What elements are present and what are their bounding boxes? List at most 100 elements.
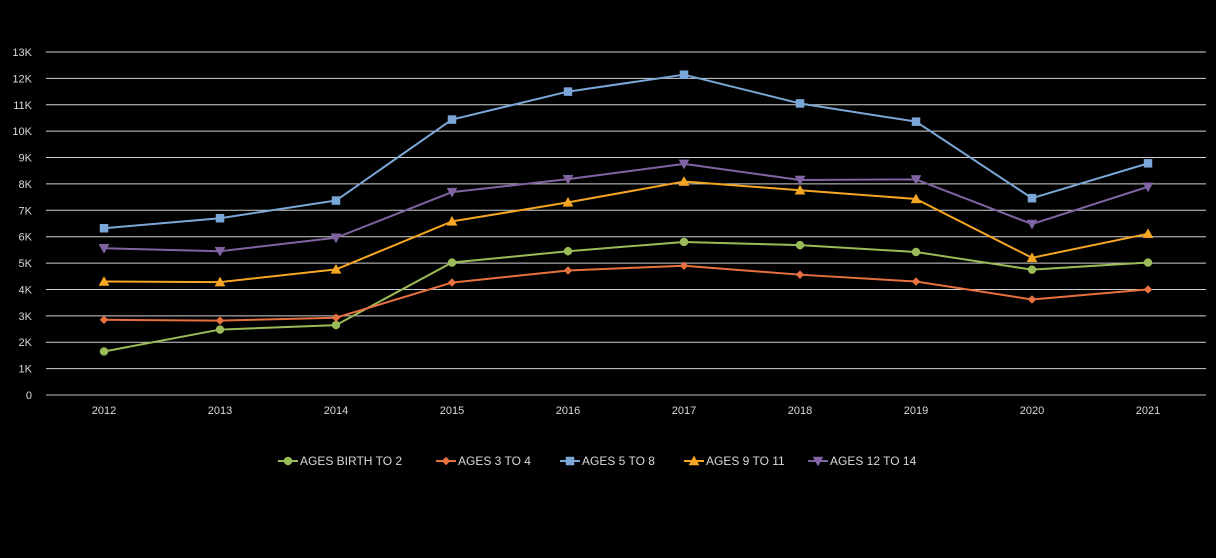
legend-label: AGES 12 TO 14 [830, 454, 917, 468]
data-point-ages-3-to-4-2015 [447, 278, 457, 287]
data-point-ages-9-to-11-2017 [678, 176, 690, 186]
legend-item-ages-3-to-4[interactable]: AGES 3 TO 4 [436, 454, 531, 468]
y-tick-label: 13K [12, 47, 32, 59]
series-markers [98, 70, 1154, 356]
data-point-ages-birth-to-2-2016 [563, 246, 573, 256]
data-point-ages-birth-to-2-2018 [795, 240, 805, 250]
data-point-ages-9-to-11-2016 [562, 196, 574, 207]
series-line-ages-9-to-11 [103, 180, 1149, 284]
data-point-ages-birth-to-2-2019 [911, 247, 921, 257]
x-tick-label: 2014 [324, 405, 348, 417]
legend-item-ages-birth-to-2[interactable]: AGES BIRTH TO 2 [278, 454, 402, 468]
x-tick-label: 2020 [1020, 405, 1044, 417]
x-tick-label: 2012 [92, 405, 116, 417]
data-point-ages-5-to-8-2017 [679, 70, 689, 79]
data-point-ages-3-to-4-2019 [911, 277, 921, 286]
data-point-ages-birth-to-2-2014 [331, 320, 341, 330]
data-point-ages-12-to-14-2013 [214, 246, 226, 257]
data-point-ages-9-to-11-2012 [98, 276, 110, 286]
data-point-ages-9-to-11-2019 [910, 193, 922, 204]
data-point-ages-12-to-14-2014 [330, 233, 342, 244]
gridlines [46, 51, 1206, 396]
legend-item-ages-12-to-14[interactable]: AGES 12 TO 14 [808, 454, 917, 468]
data-point-ages-3-to-4-2018 [795, 270, 805, 280]
x-tick-label: 2019 [904, 405, 928, 417]
data-point-ages-9-to-11-2014 [330, 263, 342, 274]
y-tick-label: 0 [26, 390, 32, 402]
data-point-ages-5-to-8-2020 [1027, 193, 1037, 203]
data-point-ages-3-to-4-2013 [215, 316, 225, 325]
x-tick-label: 2016 [556, 405, 580, 417]
y-tick-label: 10K [12, 126, 32, 138]
data-point-ages-birth-to-2-2017 [679, 237, 689, 247]
data-point-ages-3-to-4-2012 [99, 315, 109, 325]
legend-swatch-marker [812, 456, 824, 467]
x-tick-label: 2017 [672, 405, 696, 417]
series-lines [103, 73, 1149, 353]
data-point-ages-12-to-14-2018 [794, 175, 806, 186]
series-line-ages-12-to-14 [103, 162, 1149, 253]
data-point-ages-5-to-8-2013 [215, 213, 225, 223]
data-point-ages-5-to-8-2021 [1143, 159, 1153, 168]
data-point-ages-9-to-11-2015 [446, 215, 458, 226]
data-point-ages-12-to-14-2012 [98, 244, 110, 254]
data-point-ages-5-to-8-2012 [99, 223, 109, 233]
series-line-ages-3-to-4 [103, 264, 1149, 322]
x-axis-tick-labels: 2012 2013 2014 2015 2016 2017 2018 2019 2020 2021 [92, 405, 1160, 417]
legend-label: AGES BIRTH TO 2 [300, 454, 402, 468]
x-tick-label: 2021 [1136, 405, 1160, 417]
data-point-ages-birth-to-2-2013 [215, 325, 225, 334]
y-tick-label: 11K [13, 100, 32, 112]
data-point-ages-3-to-4-2016 [563, 266, 573, 275]
data-point-ages-5-to-8-2019 [911, 117, 921, 126]
data-point-ages-12-to-14-2016 [562, 174, 574, 185]
x-tick-label: 2018 [788, 405, 812, 417]
legend-swatch-marker [565, 456, 575, 466]
series-line-ages-birth-to-2 [103, 240, 1149, 353]
y-tick-label: 1K [19, 364, 33, 376]
data-point-ages-5-to-8-2015 [447, 115, 457, 124]
data-point-ages-birth-to-2-2015 [447, 258, 457, 267]
data-point-ages-5-to-8-2014 [331, 196, 341, 205]
legend-swatch-marker [283, 456, 293, 466]
y-tick-label: 9K [19, 153, 33, 165]
data-point-ages-birth-to-2-2012 [99, 347, 109, 356]
series-line-ages-5-to-8 [103, 73, 1149, 230]
legend-item-ages-5-to-8[interactable]: AGES 5 TO 8 [560, 454, 655, 468]
legend-swatch-marker [688, 455, 700, 466]
legend-label: AGES 3 TO 4 [458, 454, 531, 468]
y-tick-label: 7K [19, 205, 33, 217]
data-point-ages-12-to-14-2017 [678, 159, 690, 170]
data-point-ages-12-to-14-2019 [910, 175, 922, 185]
legend-item-ages-9-to-11[interactable]: AGES 9 TO 11 [684, 454, 785, 468]
data-point-ages-5-to-8-2018 [795, 99, 805, 108]
y-tick-label: 4K [19, 284, 33, 296]
data-point-ages-12-to-14-2020 [1026, 219, 1038, 230]
legend-label: AGES 5 TO 8 [582, 454, 655, 468]
data-point-ages-9-to-11-2018 [794, 184, 806, 195]
data-point-ages-3-to-4-2021 [1143, 285, 1153, 294]
data-point-ages-3-to-4-2017 [679, 261, 689, 271]
y-axis-tick-labels: 0 1K 2K 3K 4K 5K 6K 7K 8K 9K 10K 11K 12K 13K [12, 47, 32, 402]
y-tick-label: 5K [19, 258, 33, 270]
x-tick-label: 2013 [208, 405, 232, 417]
legend-swatch-marker [441, 456, 451, 466]
data-point-ages-5-to-8-2016 [563, 87, 573, 96]
data-point-ages-9-to-11-2021 [1142, 228, 1154, 239]
data-point-ages-9-to-11-2013 [214, 276, 226, 287]
x-tick-label: 2015 [440, 405, 464, 417]
data-point-ages-3-to-4-2020 [1027, 295, 1037, 304]
data-point-ages-9-to-11-2020 [1026, 252, 1038, 263]
data-point-ages-12-to-14-2015 [446, 187, 458, 198]
data-point-ages-12-to-14-2021 [1142, 182, 1154, 193]
legend-label: AGES 9 TO 11 [706, 454, 785, 468]
data-point-ages-birth-to-2-2021 [1143, 258, 1153, 267]
y-tick-label: 6K [19, 232, 33, 244]
legend: AGES BIRTH TO 2 AGES 3 TO 4 AGES 5 TO 8 AGE… [278, 454, 917, 468]
data-point-ages-birth-to-2-2020 [1027, 265, 1037, 274]
y-tick-label: 8K [19, 179, 33, 191]
y-tick-label: 2K [19, 337, 33, 349]
y-tick-label: 3K [19, 311, 33, 323]
y-tick-label: 12K [12, 73, 32, 85]
